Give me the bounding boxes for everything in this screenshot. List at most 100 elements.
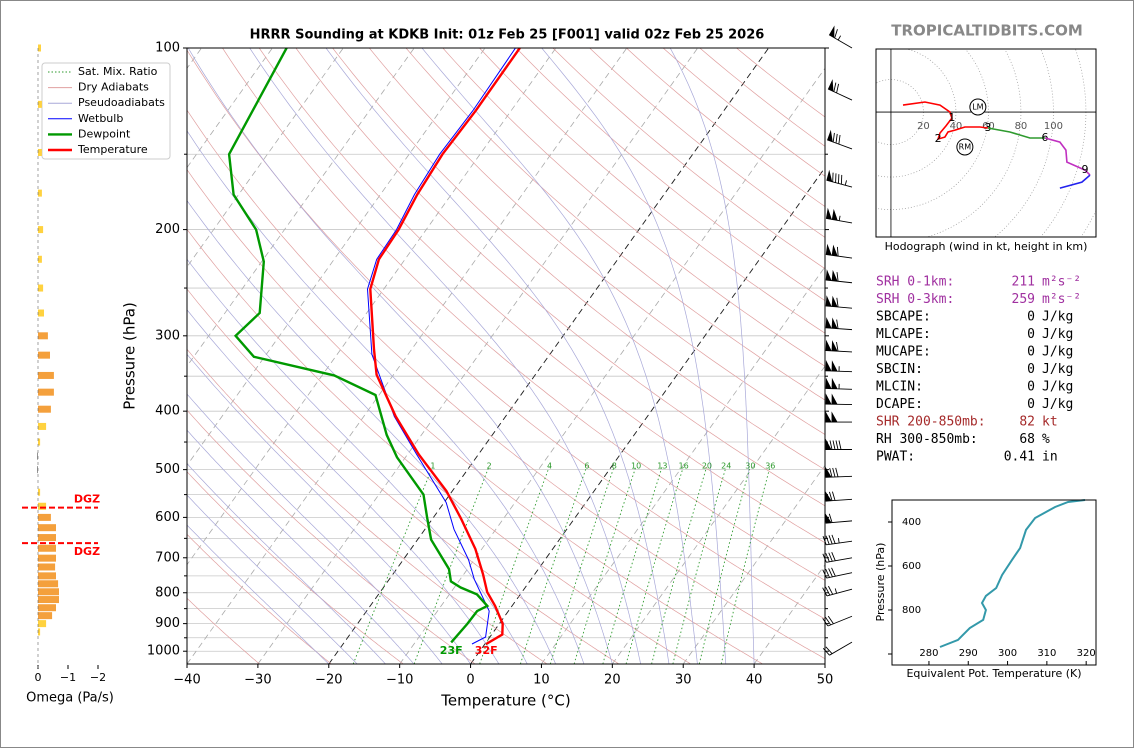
dry-adiabat [187, 109, 825, 660]
mixing-ratio-label: 4 [547, 462, 552, 471]
mixing-ratio-label: 1 [430, 462, 435, 471]
omega-bar [38, 604, 56, 612]
mixing-ratio-label: 2 [487, 462, 492, 471]
legend-label: Temperature [77, 143, 148, 156]
mixing-ratio-label: 10 [631, 462, 641, 471]
isotherm [257, 48, 699, 664]
wind-barb [822, 615, 853, 627]
wind-barb [825, 207, 853, 224]
thetae-frame [891, 499, 1097, 666]
thetae-y-label: Pressure (hPa) [874, 543, 887, 622]
wind-barb [827, 79, 853, 101]
y-tick-label: 400 [155, 404, 180, 419]
pseudoadiabat [187, 353, 471, 664]
stat-value: 0 [1027, 397, 1035, 412]
mixing-ratio-label: 6 [584, 462, 589, 471]
omega-bar [38, 628, 41, 636]
profile-line [366, 48, 516, 645]
omega-bar [38, 488, 41, 496]
omega-bar [38, 612, 53, 620]
stat-value: 82 [1019, 415, 1035, 430]
stat-value: 68 [1019, 432, 1035, 447]
mixing-ratio-line [720, 466, 771, 664]
stat-value: 259 [1012, 292, 1035, 307]
stat-label: SBCAPE: [876, 310, 931, 325]
hodograph-caption: Hodograph (wind in kt, height in km) [885, 240, 1088, 253]
mixing-ratio-label: 36 [765, 462, 775, 471]
omega-x-tick-label: −1 [60, 671, 76, 684]
x-tick-label: 50 [817, 673, 834, 688]
wind-barb [825, 317, 853, 331]
omega-bar [38, 371, 54, 379]
watermark: TROPICALTIDBITS.COM [891, 22, 1083, 40]
y-tick-label: 100 [155, 41, 180, 56]
stat-value: 211 [1012, 275, 1035, 290]
isotherm [187, 48, 344, 268]
wind-barb [822, 585, 853, 597]
dry-adiabat [187, 533, 332, 664]
wind-barb [826, 129, 853, 150]
dry-adiabat [187, 471, 404, 664]
isotherm [399, 67, 825, 664]
pseudoadiabat [187, 130, 585, 664]
y-tick-label: 1000 [147, 644, 180, 659]
dry-adiabat [442, 48, 825, 367]
omega-bar [38, 620, 47, 628]
dry-adiabat [222, 48, 825, 581]
omega-bar [37, 466, 38, 474]
omega-bar [38, 189, 42, 197]
wind-barb [822, 534, 853, 546]
stat-label: RH 300-850mb: [876, 432, 978, 447]
thetae-y-tick-label: 600 [902, 561, 921, 572]
stat-label: MLCIN: [876, 380, 923, 395]
dry-adiabat [332, 48, 825, 471]
omega-bar [38, 332, 48, 340]
hodograph-trace [1044, 137, 1091, 176]
wind-barb [825, 243, 853, 259]
omega-bar [38, 588, 59, 596]
dry-adiabat [187, 348, 548, 664]
dry-adiabat [405, 48, 825, 401]
omega-bar [38, 284, 44, 292]
thetae-x-tick-label: 280 [919, 648, 938, 659]
thetae-x-tick-label: 320 [1077, 648, 1096, 659]
wind-barb [825, 411, 853, 423]
thetae-x-tick-label: 310 [1037, 648, 1056, 659]
stat-unit: in [1042, 450, 1058, 465]
mixing-ratio-line [519, 466, 587, 664]
dry-adiabat [295, 48, 825, 507]
stat-value: 0 [1027, 345, 1035, 360]
pseudoadiabat [187, 48, 613, 664]
legend-label: Pseudoadiabats [78, 96, 165, 109]
pseudoadiabat [249, 48, 642, 664]
stat-label: SRH 0-1km: [876, 275, 954, 290]
omega-bar [38, 544, 56, 552]
stat-unit: J/kg [1042, 345, 1073, 360]
stat-label: DCAPE: [876, 397, 923, 412]
legend-label: Dewpoint [78, 127, 131, 140]
stat-unit: J/kg [1042, 327, 1073, 342]
x-tick-label: 10 [533, 673, 550, 688]
dry-adiabat [187, 288, 620, 664]
stat-label: PWAT: [876, 450, 915, 465]
y-tick-label: 600 [155, 510, 180, 525]
hodograph-ring-label: 100 [1044, 121, 1063, 132]
stat-unit: m²s⁻² [1042, 292, 1081, 307]
height-label: 9 [1081, 163, 1088, 176]
pseudoadiabat [669, 48, 755, 664]
dry-adiabat [479, 48, 825, 334]
wind-barb [824, 490, 853, 502]
hodograph-ring-label: 80 [1015, 121, 1028, 132]
legend-label: Wetbulb [78, 112, 123, 125]
thetae-x-tick-label: 290 [959, 648, 978, 659]
omega-bar [38, 309, 44, 317]
thetae-x-tick-label: 300 [998, 648, 1017, 659]
dry-adiabat [369, 48, 825, 435]
mixing-ratio-label: 8 [612, 462, 617, 471]
omega-axis-label: Omega (Pa/s) [26, 691, 114, 706]
stat-label: MUCAPE: [876, 345, 931, 360]
omega-bar [37, 452, 38, 460]
mixing-ratio-line [672, 466, 727, 664]
wind-barb [822, 641, 853, 656]
